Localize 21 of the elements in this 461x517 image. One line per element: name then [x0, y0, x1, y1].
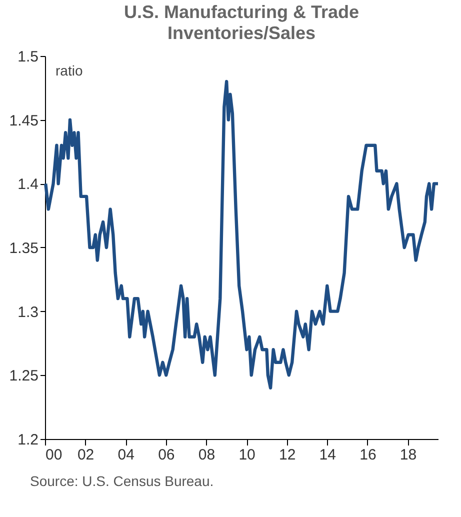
x-tick-label: 12 [279, 446, 296, 464]
x-tick-label: 14 [319, 446, 336, 464]
y-tick-label: 1.35 [9, 240, 38, 257]
x-tick-label: 16 [360, 446, 376, 464]
source-note: Source: U.S. Census Bureau. [30, 473, 215, 490]
x-tick-label: 02 [77, 446, 94, 464]
x-tick-label: 04 [118, 446, 134, 464]
y-tick-label: 1.4 [18, 176, 38, 194]
line-series [44, 80, 440, 390]
y-axis-title: ratio [56, 62, 83, 78]
y-tick-label: 1.3 [18, 304, 38, 321]
y-tick-label: 1.2 [18, 432, 38, 448]
y-tick-label: 1.25 [9, 368, 38, 385]
y-tick-label: 1.5 [18, 48, 38, 66]
x-tick-label: 18 [400, 446, 417, 464]
x-tick-label: 08 [198, 446, 216, 464]
chart-title: U.S. Manufacturing & Trade Inventories/Sales [124, 2, 360, 43]
x-tick-label: 10 [238, 446, 256, 464]
y-tick-label: 1.45 [9, 112, 38, 130]
x-tick-label: 06 [158, 446, 175, 464]
x-tick-label: 00 [46, 446, 62, 464]
